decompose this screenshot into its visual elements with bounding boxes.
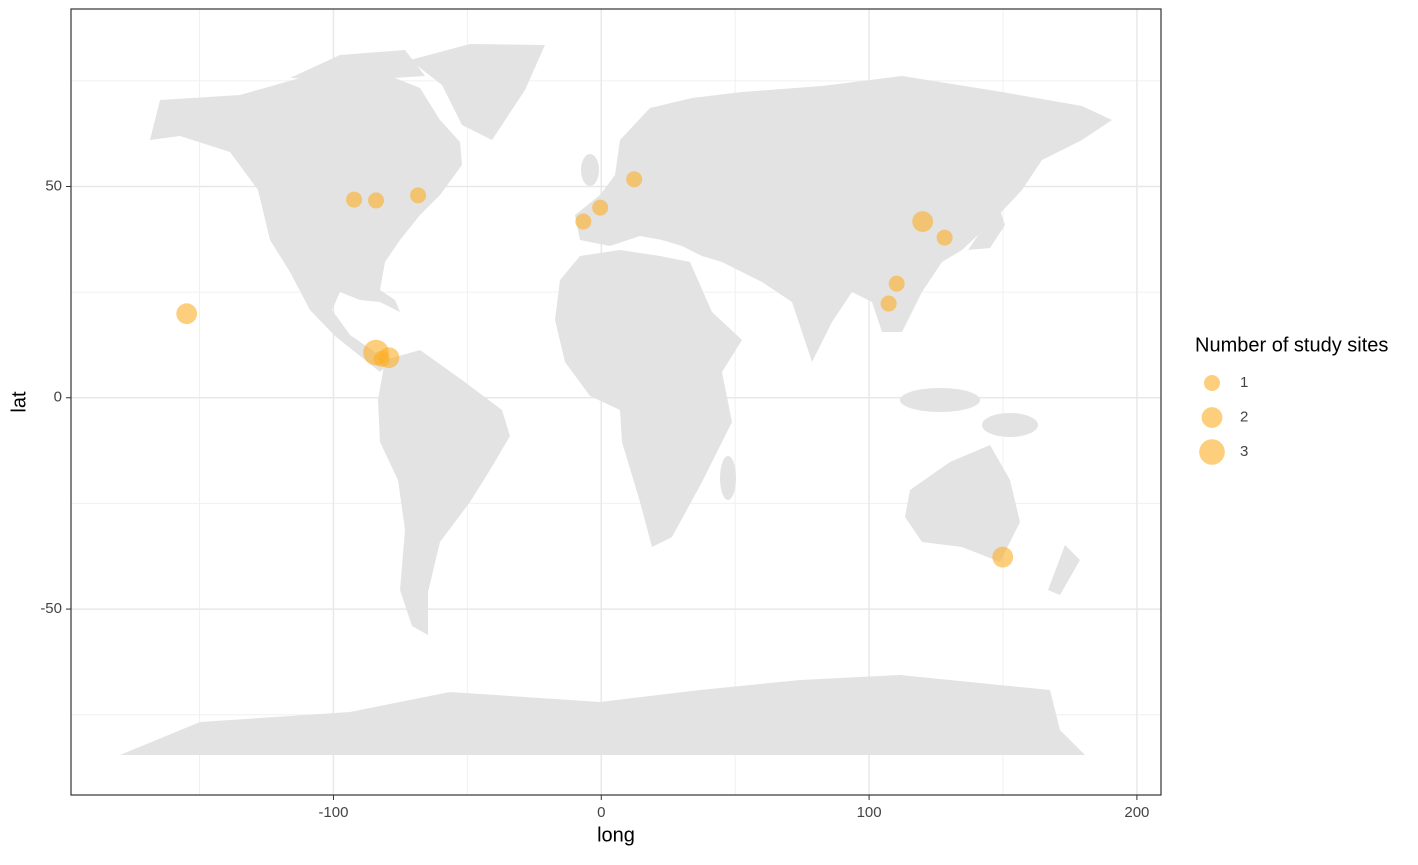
site-point bbox=[575, 213, 592, 230]
legend-title: Number of study sites bbox=[1195, 334, 1388, 356]
legend-key bbox=[1199, 439, 1225, 465]
greenland bbox=[410, 44, 545, 140]
x-axis-title: long bbox=[597, 824, 635, 846]
north-america bbox=[150, 72, 462, 372]
y-tick-label: -50 bbox=[40, 600, 62, 617]
legend-key bbox=[1204, 375, 1220, 391]
africa bbox=[555, 250, 742, 547]
site-point bbox=[592, 199, 609, 216]
site-point bbox=[912, 211, 934, 232]
x-tick-label: 0 bbox=[597, 804, 605, 821]
site-point bbox=[888, 275, 905, 292]
south-america bbox=[378, 350, 510, 635]
site-point bbox=[368, 192, 385, 209]
new-guinea bbox=[982, 413, 1038, 437]
eurasia bbox=[575, 76, 1112, 362]
legend-key bbox=[1201, 407, 1223, 428]
legend-label: 2 bbox=[1240, 408, 1248, 425]
site-point bbox=[346, 191, 363, 208]
legend: 1 2 3 bbox=[1199, 374, 1248, 465]
britain bbox=[581, 154, 599, 186]
new-zealand bbox=[1048, 545, 1080, 595]
antarctica bbox=[120, 675, 1085, 755]
arctic-islands bbox=[290, 50, 425, 80]
site-point bbox=[992, 546, 1014, 568]
plot-border bbox=[70, 8, 1162, 796]
madagascar bbox=[720, 456, 736, 500]
site-point bbox=[176, 303, 198, 325]
site-point bbox=[936, 229, 953, 246]
legend-label: 3 bbox=[1240, 443, 1248, 460]
y-tick-label: 50 bbox=[45, 177, 62, 194]
australia bbox=[905, 445, 1020, 562]
y-axis-title: lat bbox=[8, 391, 30, 413]
y-tick-label: 0 bbox=[54, 389, 62, 406]
x-tick-label: -100 bbox=[318, 804, 348, 821]
site-point bbox=[410, 187, 427, 204]
site-point bbox=[880, 295, 897, 312]
x-tick-label: 100 bbox=[857, 804, 882, 821]
legend-label: 1 bbox=[1240, 374, 1248, 391]
points bbox=[176, 171, 1014, 568]
site-point bbox=[373, 350, 390, 367]
indonesia bbox=[900, 388, 980, 412]
x-tick-label: 200 bbox=[1124, 804, 1149, 821]
world-map bbox=[120, 44, 1112, 755]
site-point bbox=[626, 171, 643, 188]
japan bbox=[968, 210, 1005, 250]
